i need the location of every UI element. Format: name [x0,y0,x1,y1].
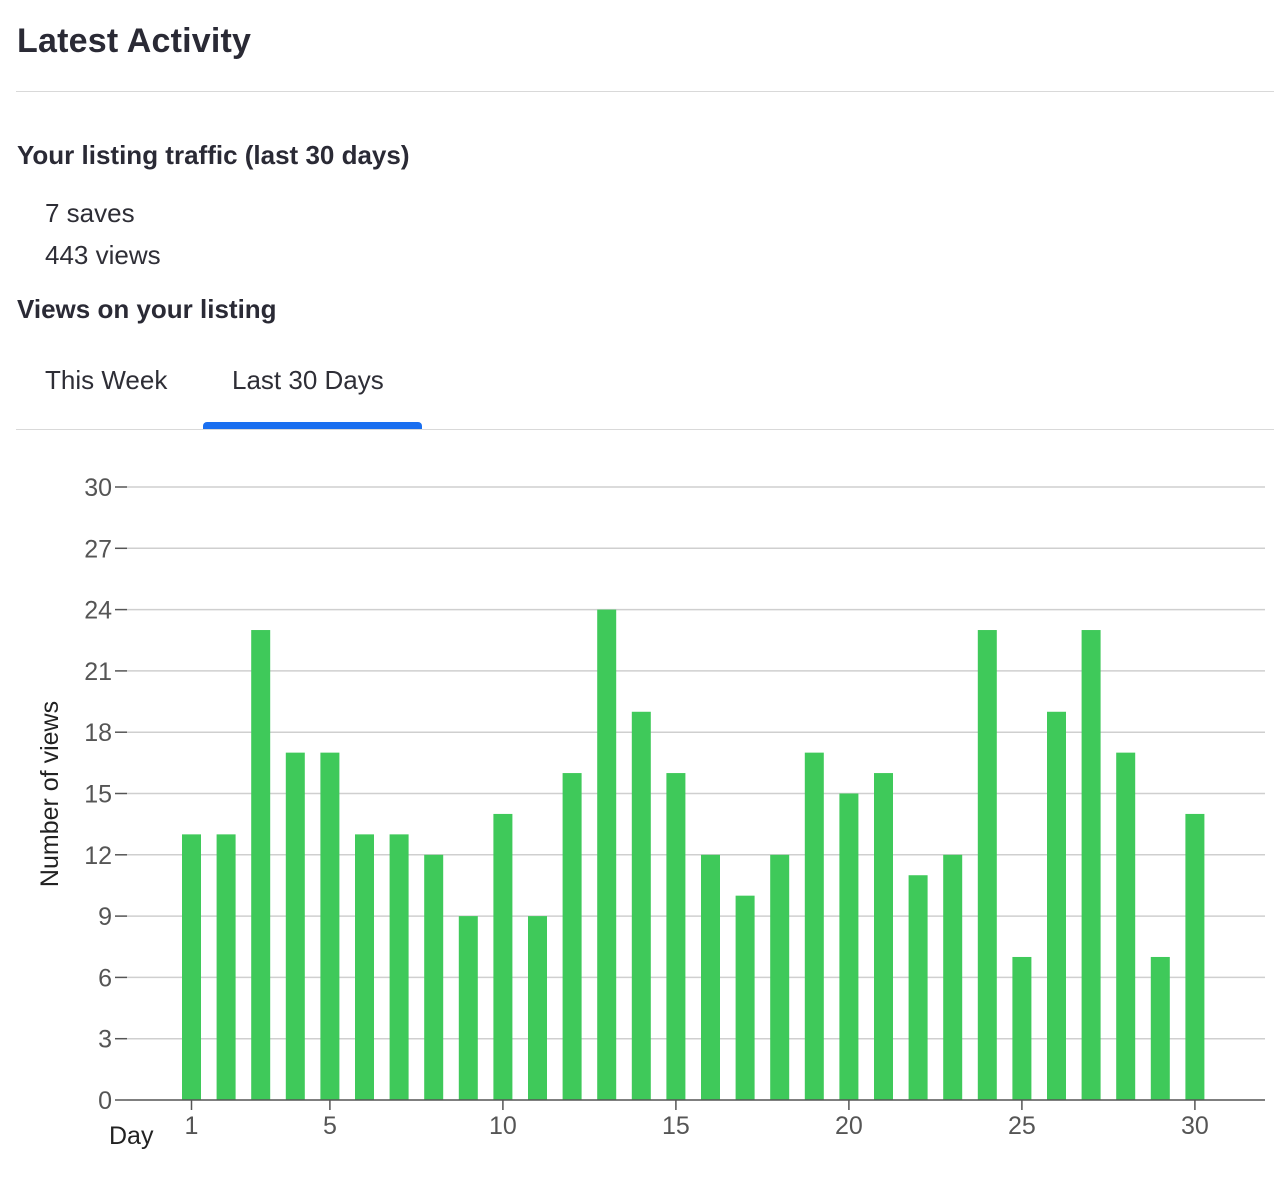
y-tick-label: 24 [84,597,112,625]
bar-day-7 [389,834,409,1100]
bar-day-18 [770,854,790,1100]
bar-day-2 [216,834,236,1100]
traffic-section-title: Your listing traffic (last 30 days) [17,140,410,170]
bar-day-24 [977,630,997,1100]
tabs-divider [16,429,1274,430]
bar-day-6 [355,834,374,1100]
x-tick-label: 20 [835,1112,863,1140]
bar-day-9 [458,916,478,1100]
bar-day-15 [666,773,686,1100]
header-divider [16,91,1274,92]
bar-day-29 [1150,956,1170,1100]
bar-day-21 [874,773,893,1100]
y-tick-label: 9 [98,903,112,931]
bar-day-12 [562,773,582,1100]
bar-day-22 [908,875,928,1100]
bar-day-17 [735,895,755,1100]
tab-last-30-days[interactable]: Last 30 Days [232,365,384,395]
chart-gridlines [127,486,1265,1040]
y-tick-label: 18 [84,719,112,747]
bar-day-26 [1047,711,1066,1100]
y-axis-ticks: 0 3 6 9 12 15 18 21 24 27 30 [84,474,127,1115]
active-tab-indicator [203,422,422,429]
bar-day-23 [943,854,963,1100]
bar-day-14 [631,711,651,1100]
bar-day-27 [1081,630,1101,1100]
bar-day-28 [1116,752,1136,1100]
bar-day-8 [424,854,444,1100]
y-tick-label: 6 [98,964,112,992]
bar-day-11 [528,916,547,1100]
x-axis-ticks: 1 5 10 15 20 25 30 [185,1100,1209,1140]
x-tick-label: 1 [185,1112,199,1140]
bar-day-19 [804,752,824,1100]
y-tick-label: 3 [98,1026,112,1054]
views-section-title: Views on your listing [17,294,277,324]
bar-day-4 [285,752,305,1100]
bar-day-20 [839,793,859,1100]
bar-day-30 [1185,813,1205,1100]
saves-count: 7 saves [45,198,135,228]
views-count: 443 views [45,240,161,270]
x-tick-label: 15 [662,1112,690,1140]
y-tick-label: 12 [84,842,112,870]
page-title: Latest Activity [17,22,252,60]
bar-day-3 [251,630,271,1100]
x-tick-label: 10 [489,1112,517,1140]
bar-day-13 [597,609,617,1100]
x-tick-label: 5 [323,1112,337,1140]
tab-this-week[interactable]: This Week [45,365,168,395]
bar-day-16 [701,854,720,1100]
y-tick-label: 27 [84,535,112,563]
bar-day-5 [320,752,340,1100]
bar-day-10 [493,813,513,1100]
x-tick-label: 25 [1008,1112,1036,1140]
x-tick-label: 30 [1181,1112,1209,1140]
x-axis-label: Day [109,1122,154,1150]
bar-day-25 [1012,956,1032,1100]
y-tick-label: 21 [84,658,112,686]
bar-day-1 [182,834,201,1100]
y-tick-label: 30 [84,474,112,502]
y-tick-label: 0 [98,1087,112,1115]
y-axis-label: Number of views [36,701,64,887]
y-tick-label: 15 [84,781,112,809]
chart-bars [182,609,1205,1100]
